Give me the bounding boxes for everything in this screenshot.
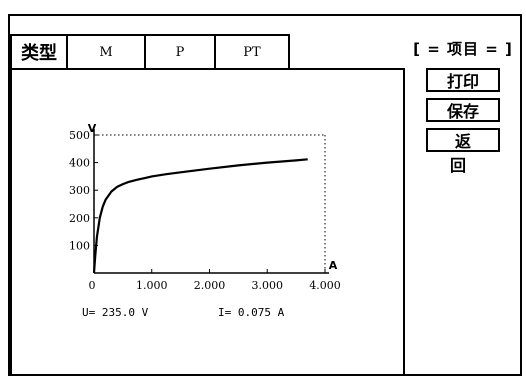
y-tick-label: 200 xyxy=(69,212,90,225)
x-tick-label: 1.000 xyxy=(136,279,168,292)
current-readout: I= 0.075 A xyxy=(218,306,285,319)
x-tick-label: 0 xyxy=(89,279,96,292)
save-button[interactable]: 保存 xyxy=(426,98,500,122)
plot-area: 100 200 300 400 500 0 1.000 2.000 3.000 4.000 V A xyxy=(10,68,405,376)
tab-m[interactable]: M xyxy=(68,36,146,68)
y-tick-label: 500 xyxy=(69,129,90,142)
side-panel: [ = 项目 = ] 打印 保存 返 回 xyxy=(408,36,518,175)
y-tick-label: 300 xyxy=(69,184,90,197)
items-title: [ = 项目 = ] xyxy=(413,40,513,58)
back-button[interactable]: 返 回 xyxy=(426,128,500,175)
print-button[interactable]: 打印 xyxy=(426,68,500,92)
tab-type[interactable]: 类型 xyxy=(12,36,68,68)
y-tick-label: 400 xyxy=(69,157,90,170)
y-tick-label: 100 xyxy=(69,239,90,252)
x-axis-label: A xyxy=(329,259,338,272)
y-axis-label: V xyxy=(88,122,97,135)
x-tick-label: 4.000 xyxy=(309,279,341,292)
excitation-curve-chart: 100 200 300 400 500 0 1.000 2.000 3.000 4.000 V A xyxy=(69,122,341,292)
type-tab-bar: 类型 M P PT xyxy=(10,34,290,70)
voltage-readout: U= 235.0 V xyxy=(82,306,149,319)
excitation-curve-line xyxy=(92,158,308,274)
tab-pt[interactable]: PT xyxy=(243,44,261,60)
x-tick-label: 2.000 xyxy=(194,279,226,292)
tab-p[interactable]: P xyxy=(146,36,216,68)
x-tick-label: 3.000 xyxy=(252,279,284,292)
